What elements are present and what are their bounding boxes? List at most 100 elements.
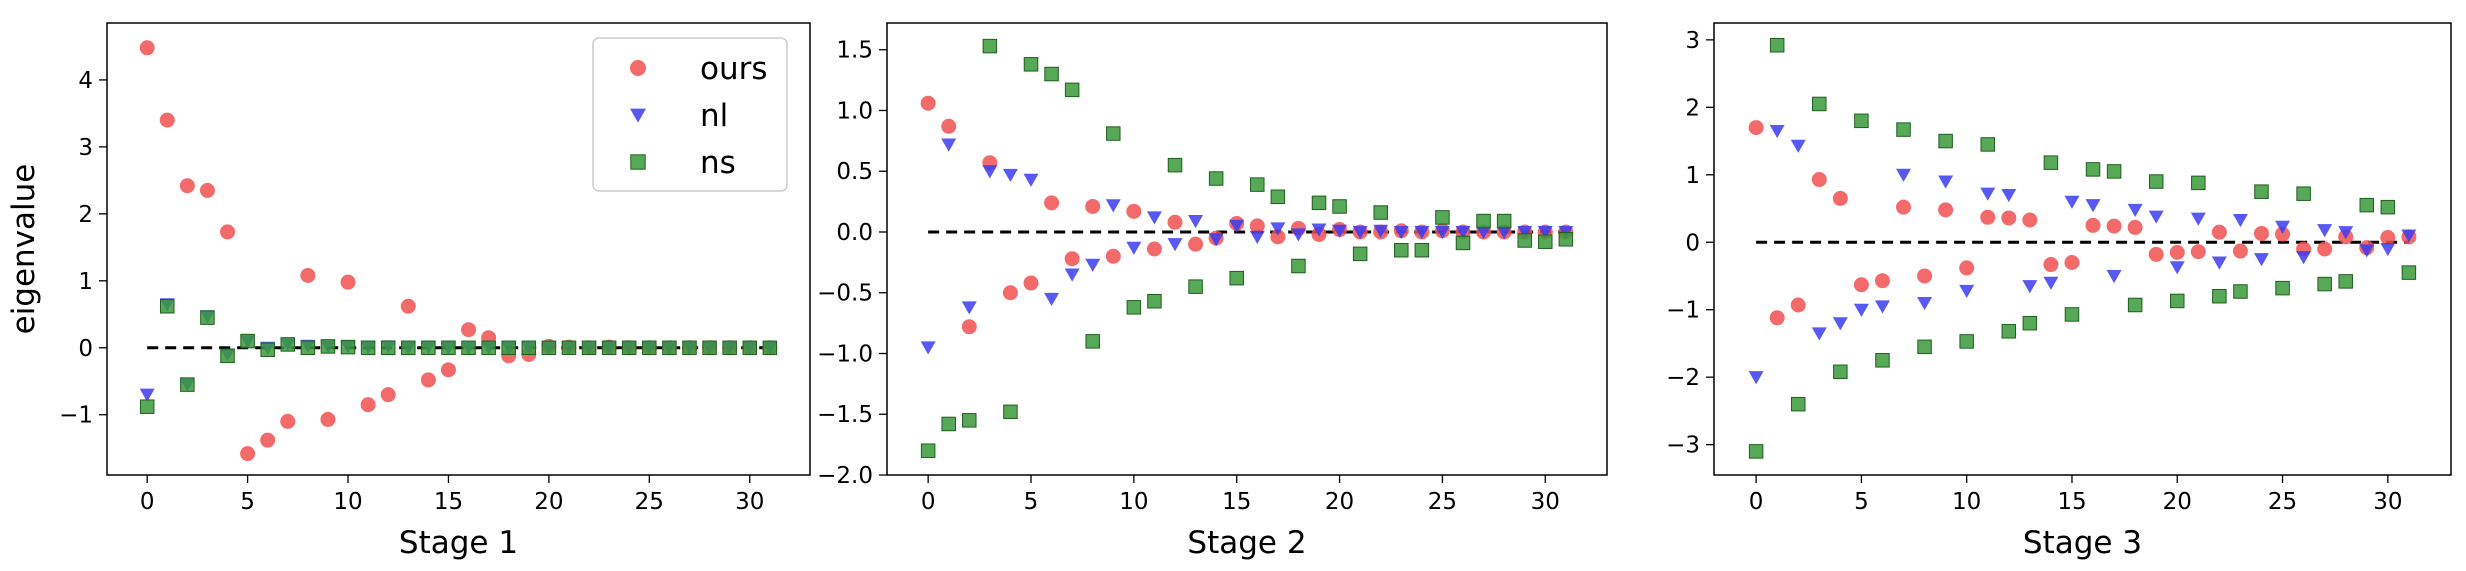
data-point-ours — [1980, 209, 1996, 225]
data-point-ns — [1854, 113, 1869, 129]
data-point-ns — [1875, 353, 1890, 368]
data-point-ns — [1748, 444, 1764, 459]
data-point-nl — [1146, 211, 1162, 225]
data-point-nl — [1332, 224, 1348, 238]
data-point-nl — [2211, 256, 2227, 270]
data-point-ns — [1496, 213, 1512, 229]
data-point-ours — [2275, 226, 2291, 242]
data-point-nl — [1537, 225, 1553, 240]
data-point-ours — [1769, 310, 1785, 326]
data-point-nl — [1790, 139, 1806, 153]
data-point-ours — [1146, 241, 1162, 257]
data-point-nl — [1769, 124, 1785, 139]
data-point-ns — [2359, 197, 2375, 213]
data-point-ns — [1896, 122, 1911, 137]
data-point-ours — [1874, 273, 1890, 289]
data-point-ns — [340, 339, 356, 355]
data-point-ours — [340, 274, 356, 290]
x-tick-label: 0 — [921, 489, 936, 515]
data-point-ours — [400, 298, 416, 314]
x-tick-label: 25 — [635, 489, 664, 515]
data-point-ours — [961, 319, 977, 335]
data-point-ours — [461, 322, 477, 338]
data-point-nl — [139, 388, 155, 402]
y-tick-label: 0 — [1685, 230, 1700, 256]
data-point-ns — [2001, 324, 2017, 339]
data-point-ours — [1044, 195, 1060, 211]
data-point-ns — [941, 416, 956, 432]
data-point-ns — [2296, 186, 2311, 201]
y-tick-label: −2 — [1666, 365, 1700, 391]
data-point-nl — [1434, 225, 1450, 240]
data-point-nl — [1064, 268, 1080, 282]
data-point-nl — [1249, 230, 1265, 244]
data-point-ns — [682, 340, 697, 356]
data-point-ns — [982, 38, 998, 54]
y-axis-label: eigenvalue — [6, 164, 42, 335]
legend: ours nl ns — [592, 37, 788, 192]
data-point-ns — [1373, 205, 1388, 220]
data-point-ours — [199, 182, 215, 198]
data-point-nl — [1959, 284, 1975, 298]
data-point-ours — [420, 372, 436, 388]
data-point-ns — [2191, 175, 2206, 191]
data-point-ns — [1558, 232, 1574, 247]
y-tick-label: 1 — [78, 269, 93, 295]
data-point-nl — [1023, 173, 1039, 187]
data-point-ns — [380, 340, 396, 356]
y-tick-label: −1.5 — [817, 402, 873, 428]
y-tick-label: 1.0 — [836, 98, 873, 124]
data-point-ours — [1188, 236, 1204, 252]
series-ns — [1748, 38, 2417, 459]
data-point-ns — [541, 340, 557, 356]
data-point-ours — [2169, 244, 2185, 260]
data-point-ours — [2043, 257, 2059, 273]
x-tick-label: 10 — [333, 489, 362, 515]
data-point-nl — [1311, 223, 1327, 237]
plot-frame — [886, 22, 1608, 476]
y-tick-label: −3 — [1666, 433, 1700, 459]
x-tick-label: 30 — [2373, 489, 2402, 515]
plot-frame — [1713, 22, 2452, 476]
data-point-nl — [1105, 199, 1121, 213]
x-tick-label: 20 — [1325, 489, 1354, 515]
data-point-ns — [1003, 404, 1018, 420]
data-point-ns — [1208, 171, 1224, 186]
data-point-ns — [1769, 38, 1785, 53]
data-point-ours — [320, 411, 336, 427]
data-point-ns — [762, 340, 778, 356]
data-point-nl — [2253, 253, 2269, 267]
data-point-nl — [1496, 225, 1512, 240]
x-tick-label: 5 — [1024, 489, 1039, 515]
x-axis-label: Stage 2 — [1187, 525, 1306, 561]
data-point-ours — [1748, 120, 1764, 136]
data-point-ns — [1167, 157, 1183, 173]
panel-stage-2: 0 5 10 15 20 25 30 −2.0 −1.5 −1.0 −0.5 0.0 0.5 1.0 1.5… — [817, 22, 1608, 561]
data-point-nl — [2127, 203, 2143, 217]
data-point-nl — [1917, 296, 1933, 311]
data-point-ours — [1064, 251, 1080, 267]
x-tick-label: 30 — [1531, 489, 1560, 515]
data-point-ours — [2148, 246, 2164, 262]
data-point-ns — [1517, 233, 1532, 248]
data-point-ns — [642, 340, 657, 356]
data-point-nl — [920, 341, 936, 355]
data-point-nl — [1373, 224, 1389, 238]
data-point-ns — [441, 340, 456, 356]
x-tick-label: 25 — [2268, 489, 2297, 515]
data-point-nl — [2338, 226, 2354, 240]
data-point-ns — [601, 340, 617, 356]
data-point-nl — [2232, 213, 2248, 228]
data-point-ours — [2001, 210, 2017, 226]
data-point-ns — [1291, 258, 1306, 274]
data-point-ns — [1790, 396, 1806, 412]
data-point-nl — [1980, 187, 1996, 201]
data-point-ns — [2085, 162, 2101, 177]
x-tick-label: 0 — [1749, 489, 1764, 515]
data-point-ours — [1002, 285, 1018, 301]
data-point-ours — [1811, 172, 1827, 188]
x-axis-label: Stage 1 — [399, 525, 518, 561]
data-point-ns — [1917, 339, 1932, 355]
x-tick-label: 15 — [434, 489, 463, 515]
data-point-nl — [1044, 292, 1060, 306]
